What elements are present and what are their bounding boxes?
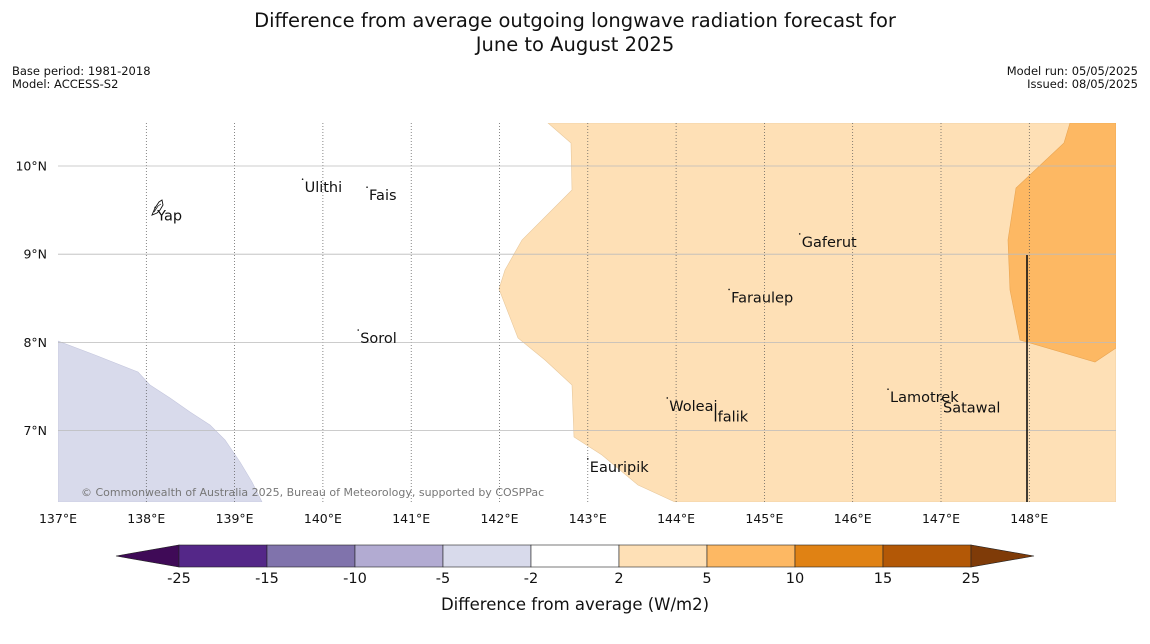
colorbar-tick-label: -5 [436,571,450,587]
meta-left: Base period: 1981-2018 Model: ACCESS-S2 [12,65,151,91]
longitude-tick-label: 148°E [1010,511,1048,526]
place-marker [366,186,368,188]
place-marker [357,329,360,331]
place-marker [666,397,669,399]
region-positive-small [498,123,1116,502]
colorbar-extend-high [970,544,1035,568]
longitude-tick-label: 142°E [480,511,518,526]
place-label: Faraulep [731,290,793,306]
place-label: Sorol [360,331,397,347]
colorbar-tick-label: -2 [524,571,538,587]
colorbar-segment [266,544,356,568]
colorbar-tick-label: -15 [255,571,279,587]
latitude-tick-label: 7°N [23,423,47,438]
gridlines [58,123,1116,502]
colorbar-tick-label: 15 [874,571,892,587]
place-label: Woleai [669,399,717,415]
meta-right: Model run: 05/05/2025 Issued: 08/05/2025 [1007,65,1138,91]
colorbar-segment [706,544,796,568]
place-marker [587,458,589,460]
place-label: Yap [156,208,182,224]
latitude-labels: 10°N 9°N 8°N 7°N [15,159,47,439]
colorbar-extend-low [115,544,180,568]
longitude-tick-label: 145°E [745,511,783,526]
place-marker [301,178,304,181]
region-negative-small [58,340,263,502]
colorbar-segment [530,544,620,568]
longitude-tick-label: 143°E [569,511,607,526]
colorbar-tick-label: -10 [343,571,367,587]
longitude-tick-label: 139°E [216,511,254,526]
place-label: Fais [369,188,396,204]
place-marker [710,407,713,410]
anomaly-fill [58,123,1116,502]
yap-island-detail [153,203,162,213]
title-line-1: Difference from average outgoing longwav… [254,9,896,32]
map-title: Difference from average outgoing longwav… [0,9,1150,57]
region-positive-medium [1007,123,1116,363]
colorbar-segment [442,544,532,568]
issued-date: Issued: 08/05/2025 [1027,77,1138,91]
place-marker [887,388,889,390]
latitude-tick-label: 8°N [23,335,47,350]
colorbar-tick-label: 10 [786,571,804,587]
title-line-2: June to August 2025 [475,33,675,56]
place-label: Ulithi [305,180,343,196]
place-label: Eauripik [590,460,649,476]
longitude-tick-label: 147°E [922,511,960,526]
place-label: Satawal [943,401,1000,417]
colorbar-tick-label: 25 [962,571,980,587]
colorbar-segment [794,544,884,568]
place-marker [728,288,730,291]
longitude-tick-label: 146°E [834,511,872,526]
longitude-tick-label: 137°E [39,511,77,526]
place-labels: Ulithi Fais Yap Gaferut Faraulep Sorol WoleaiI… [154,178,1000,476]
longitude-labels: 137°E 138°E 139°E 140°E 141°E 142°E 143°E 144°E… [39,511,1048,526]
colorbar-tick-label: -25 [167,571,191,587]
base-period: Base period: 1981-2018 [12,64,151,78]
colorbar-segment [354,544,444,568]
colorbar-segment [178,544,268,568]
latitude-tick-label: 10°N [15,159,47,174]
colorbar-label: Difference from average (W/m2) [441,595,709,614]
colorbar-tick-labels: -25 -15 -10 -5 -2 2 5 10 15 25 [167,571,980,587]
place-label: Lamotrek [890,390,959,406]
longitude-tick-label: 140°E [304,511,342,526]
atoll-dot [941,398,943,400]
longitude-tick-label: 141°E [392,511,430,526]
colorbar-tick-label: 5 [702,571,711,587]
place-label: Ifalik [713,410,748,426]
place-marker [154,206,156,209]
model-name: Model: ACCESS-S2 [12,77,119,91]
copyright-text: © Commonwealth of Australia 2025, Bureau… [81,486,544,499]
latitude-tick-label: 9°N [23,247,47,262]
longitude-tick-label: 144°E [657,511,695,526]
model-run: Model run: 05/05/2025 [1006,64,1138,78]
colorbar-segment [882,544,972,568]
longitude-tick-label: 138°E [127,511,165,526]
place-marker [798,233,801,235]
colorbar [115,544,1035,568]
colorbar-segment [618,544,708,568]
place-label: Gaferut [802,235,857,251]
colorbar-tick-label: 2 [614,571,623,587]
